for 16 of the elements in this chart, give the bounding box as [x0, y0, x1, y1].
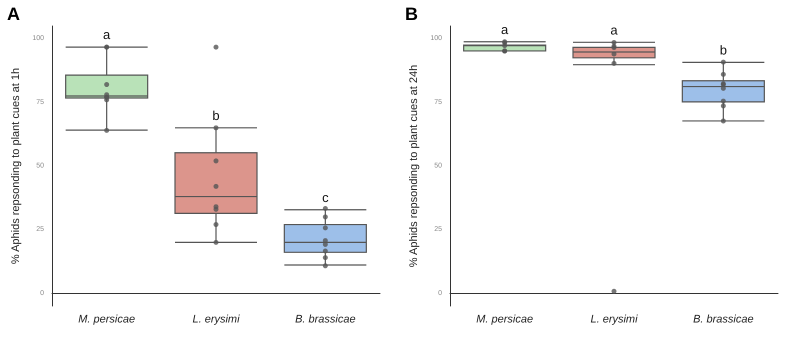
- x-tick-label: M. persicae: [476, 314, 534, 326]
- x-tick-label: B. brassicae: [295, 314, 356, 326]
- x-tick-label: M. persicae: [78, 314, 136, 326]
- annotation: b: [212, 108, 220, 123]
- annotation: a: [501, 22, 510, 37]
- annotation: b: [720, 42, 727, 58]
- x-tick-label: L. erysimi: [590, 314, 638, 326]
- annotation: a: [610, 22, 618, 38]
- y-axis-title: % Aphids repsonding to plant cues at 24h: [408, 64, 420, 268]
- y-axis-title: % Aphids repsonding to plant cues at 1h: [10, 68, 22, 264]
- annotation: a: [103, 27, 112, 42]
- chart-title: A: [7, 4, 20, 24]
- x-tick-label: B. brassicae: [693, 314, 754, 326]
- x-tick-label: L. erysimi: [192, 314, 240, 326]
- annotation: c: [322, 190, 330, 205]
- chart-title: B: [405, 4, 418, 24]
